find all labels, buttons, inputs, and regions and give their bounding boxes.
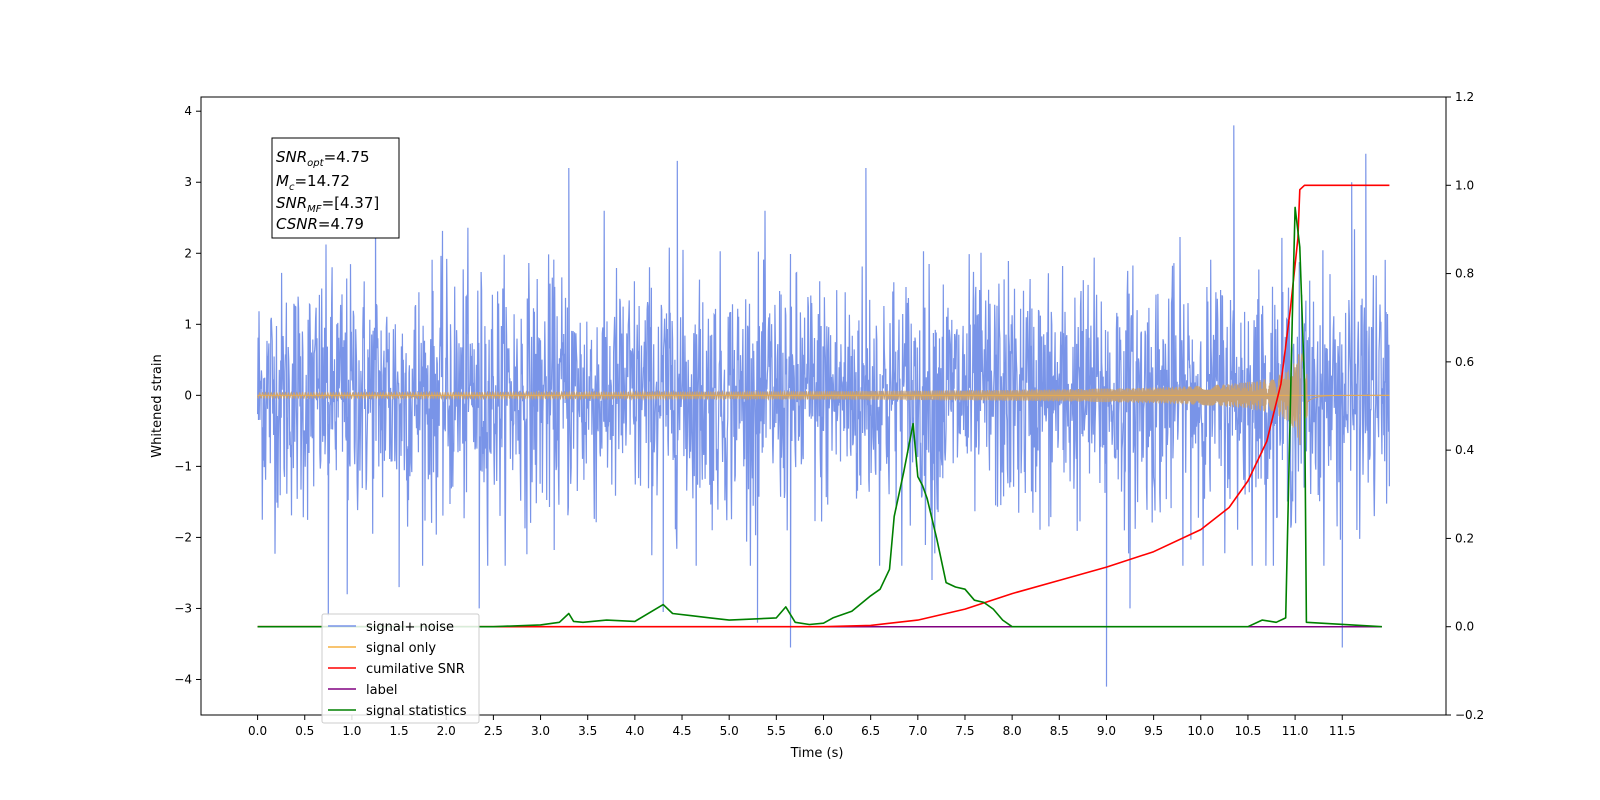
x-tick-label: 9.5 bbox=[1144, 724, 1163, 738]
y-right-tick-label: 1.0 bbox=[1455, 178, 1474, 192]
x-tick-label: 7.0 bbox=[908, 724, 927, 738]
legend-label-label: label bbox=[366, 683, 397, 698]
y-right-tick-label: 0.0 bbox=[1455, 620, 1474, 634]
y-left-tick-label: 2 bbox=[184, 246, 192, 260]
series-signal-noise-line bbox=[257, 125, 1391, 687]
x-tick-label: 3.5 bbox=[578, 724, 597, 738]
annotation-line-snr-opt: SNRopt=4.75 bbox=[276, 148, 370, 169]
y-right-tick-label: −0.2 bbox=[1455, 708, 1484, 722]
series-cumulative-snr-line bbox=[257, 184, 1390, 628]
x-axis-label: Time (s) bbox=[790, 746, 844, 761]
y-left-tick-label: 4 bbox=[184, 104, 192, 118]
legend-frame bbox=[321, 613, 480, 724]
annotation-box: SNRopt=4.75 Mc=14.72 SNRMF=[4.37] CSNR=4… bbox=[271, 137, 400, 239]
x-tick-label: 8.0 bbox=[1003, 724, 1022, 738]
x-tick-label: 8.5 bbox=[1050, 724, 1069, 738]
x-tick-label: 3.0 bbox=[531, 724, 550, 738]
x-tick-label: 2.5 bbox=[484, 724, 503, 738]
series-signal-statistics-line bbox=[257, 206, 1382, 628]
x-tick-label: 0.0 bbox=[248, 724, 267, 738]
y-right-tick-label: 1.2 bbox=[1455, 90, 1474, 104]
x-tick-label: 0.5 bbox=[295, 724, 314, 738]
x-tick-label: 11.0 bbox=[1282, 724, 1309, 738]
legend: signal+ noise signal only cumilative SNR… bbox=[321, 613, 480, 724]
x-tick-label: 9.0 bbox=[1097, 724, 1116, 738]
x-tick-label: 5.0 bbox=[720, 724, 739, 738]
annotation-line-csnr: CSNR=4.79 bbox=[276, 215, 364, 233]
axes: 0.0 0.5 1.0 1.5 2.0 2.5 3.0 3.5 4.0 4.5 5.0 5.5 6.0 6… bbox=[174, 90, 1484, 738]
y-right-tick-label: 0.8 bbox=[1455, 267, 1474, 281]
y-axis-label: Whitened strain bbox=[150, 354, 165, 457]
plot-area bbox=[257, 125, 1391, 687]
y-right-tick-label: 0.6 bbox=[1455, 355, 1474, 369]
y-left-tick-label: −1 bbox=[174, 459, 192, 473]
x-tick-label: 4.0 bbox=[625, 724, 644, 738]
x-tick-label: 4.5 bbox=[672, 724, 691, 738]
y-left-tick-label: 0 bbox=[184, 388, 192, 402]
y-left-tick-label: 1 bbox=[184, 317, 192, 331]
x-tick-label: 6.0 bbox=[814, 724, 833, 738]
x-tick-label: 5.5 bbox=[767, 724, 786, 738]
legend-label-signal-statistics: signal statistics bbox=[366, 704, 467, 719]
y-left-tick-label: −4 bbox=[174, 672, 192, 686]
annotation-frame bbox=[271, 137, 400, 239]
x-tick-label: 1.5 bbox=[390, 724, 409, 738]
legend-label-cumulative-snr: cumilative SNR bbox=[366, 662, 465, 677]
x-tick-label: 11.5 bbox=[1329, 724, 1356, 738]
x-tick-label: 2.0 bbox=[437, 724, 456, 738]
y-left-tick-label: 3 bbox=[184, 175, 192, 189]
y-right-tick-label: 0.4 bbox=[1455, 443, 1474, 457]
x-tick-label: 10.0 bbox=[1187, 724, 1214, 738]
y-left-tick-label: −3 bbox=[174, 601, 192, 615]
y-left-tick-label: −2 bbox=[174, 530, 192, 544]
annotation-line-mc: Mc=14.72 bbox=[276, 172, 350, 193]
series-signal-only-line bbox=[257, 352, 1390, 446]
x-tick-label: 7.5 bbox=[955, 724, 974, 738]
y-right-tick-label: 0.2 bbox=[1455, 531, 1474, 545]
x-tick-label: 1.0 bbox=[342, 724, 361, 738]
legend-label-signal-only: signal only bbox=[366, 641, 436, 656]
x-tick-label: 6.5 bbox=[861, 724, 880, 738]
legend-label-signal-noise: signal+ noise bbox=[366, 620, 454, 635]
annotation-line-snr-mf: SNRMF=[4.37] bbox=[276, 194, 379, 215]
x-tick-label: 10.5 bbox=[1235, 724, 1262, 738]
